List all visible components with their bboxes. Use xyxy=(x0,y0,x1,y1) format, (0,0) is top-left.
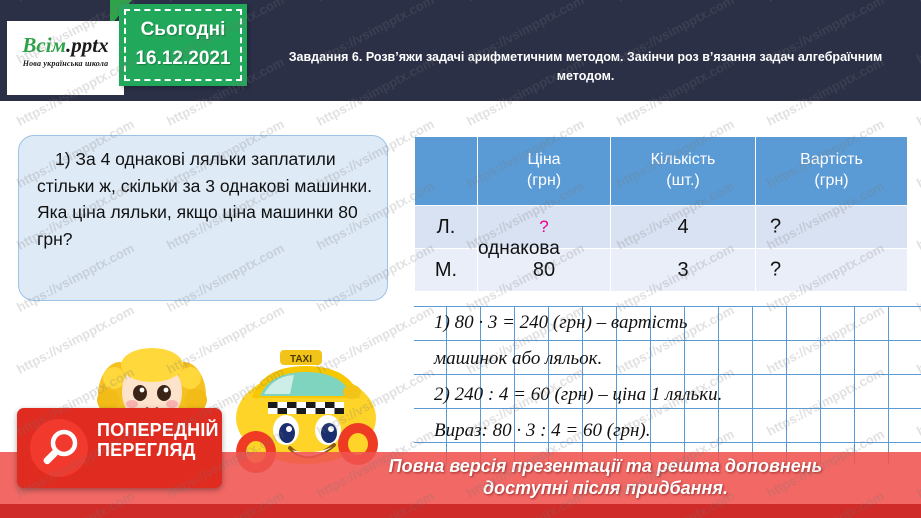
table-head: Ціна (грн) Кількість (шт.) Вартість (грн… xyxy=(414,136,908,206)
promo-banner-line-1: Повна версія презентації та решта доповн… xyxy=(388,456,823,477)
table-header-price: Ціна (грн) xyxy=(477,136,611,206)
table-annotation-same: однакова xyxy=(478,238,560,259)
logo-subtitle: Нова українська школа xyxy=(22,59,109,68)
solution-line-1: 1) 80 · 3 = 240 (грн) – вартість xyxy=(434,312,688,333)
problem-statement-text: 1) За 4 однакові ляльки заплатили стільк… xyxy=(37,149,372,249)
table-body: Л. ? 4 ? М. 80 3 ? xyxy=(414,205,908,292)
table-header-quantity-line2: (шт.) xyxy=(666,172,700,189)
table-header-quantity: Кількість (шт.) xyxy=(610,136,756,206)
data-table: Ціна (грн) Кількість (шт.) Вартість (грн… xyxy=(414,136,908,292)
row-label-dolls: Л. xyxy=(414,205,478,249)
row-label-cars: М. xyxy=(414,248,478,292)
logo-main-text: Всім.pptx xyxy=(7,33,124,58)
promo-banner-text: Повна версія презентації та решта доповн… xyxy=(290,452,921,504)
table-header-cost-line2: (грн) xyxy=(814,172,849,189)
brand-logo: Всім.pptx Нова українська школа xyxy=(7,21,124,95)
logo-suffix: .pptx xyxy=(65,33,109,57)
cell-cars-cost-value: ? xyxy=(770,258,782,281)
cell-dolls-cost: ? xyxy=(755,205,908,249)
date-badge-date: 16.12.2021 xyxy=(135,48,231,69)
logo-word: Всім xyxy=(22,33,66,57)
solution-line-4: Вираз: 80 · 3 : 4 = 60 (грн). xyxy=(434,420,651,441)
watermark-text: https://vsimpptx.com xyxy=(914,240,921,315)
magnifier-icon xyxy=(43,429,78,465)
solution-grid-paper: 1) 80 · 3 = 240 (грн) – вартість машинок… xyxy=(414,306,921,464)
promo-banner-footer-strip xyxy=(0,504,921,518)
task-title-text: Завдання 6. Розв’яжи задачі арифметичним… xyxy=(288,49,883,83)
table-header-price-line1: Ціна xyxy=(527,151,561,169)
cell-cars-quantity: 3 xyxy=(610,248,756,292)
cell-dolls-cost-value: ? xyxy=(770,215,782,238)
cell-dolls-price: ? xyxy=(477,205,611,249)
cell-dolls-quantity: 4 xyxy=(610,205,756,249)
table-header-corner xyxy=(414,136,478,206)
preview-badge-label: ПОПЕРЕДНІЙ ПЕРЕГЛЯД xyxy=(97,420,219,460)
table-header-price-line2: (грн) xyxy=(526,172,562,189)
cell-cars-cost: ? xyxy=(755,248,908,292)
solution-line-2: машинок або ляльок. xyxy=(434,348,603,369)
preview-badge[interactable]: ПОПЕРЕДНІЙ ПЕРЕГЛЯД xyxy=(17,408,222,488)
table-header-quantity-line1: Кількість xyxy=(650,151,716,169)
solution-line-3: 2) 240 : 4 = 60 (грн) – ціна 1 ляльки. xyxy=(434,384,723,405)
date-badge: Сьогодні 16.12.2021 xyxy=(119,4,247,86)
promo-banner-line-2: доступні після придбання. xyxy=(483,478,728,498)
watermark-text: https://vsimpptx.com xyxy=(914,116,921,191)
table-header-row: Ціна (грн) Кількість (шт.) Вартість (грн… xyxy=(414,136,908,206)
table-row: М. 80 3 ? xyxy=(414,248,908,292)
table-header-cost-line1: Вартість xyxy=(800,151,863,169)
preview-badge-line-1: ПОПЕРЕДНІЙ xyxy=(97,420,219,440)
date-badge-label: Сьогодні xyxy=(140,19,226,40)
taxi-sign-text: TAXI xyxy=(290,354,312,365)
task-title-box: Завдання 6. Розв’яжи задачі арифметичним… xyxy=(250,33,921,101)
watermark-text: https://vsimpptx.com xyxy=(914,178,921,253)
table-header-cost: Вартість (грн) xyxy=(755,136,908,206)
preview-badge-line-2: ПЕРЕГЛЯД xyxy=(97,440,196,461)
date-badge-dashed-border xyxy=(124,9,242,81)
preview-badge-circle xyxy=(30,419,88,477)
problem-statement-box: 1) За 4 однакові ляльки заплатили стільк… xyxy=(18,135,388,301)
table-row: Л. ? 4 ? xyxy=(414,205,908,249)
